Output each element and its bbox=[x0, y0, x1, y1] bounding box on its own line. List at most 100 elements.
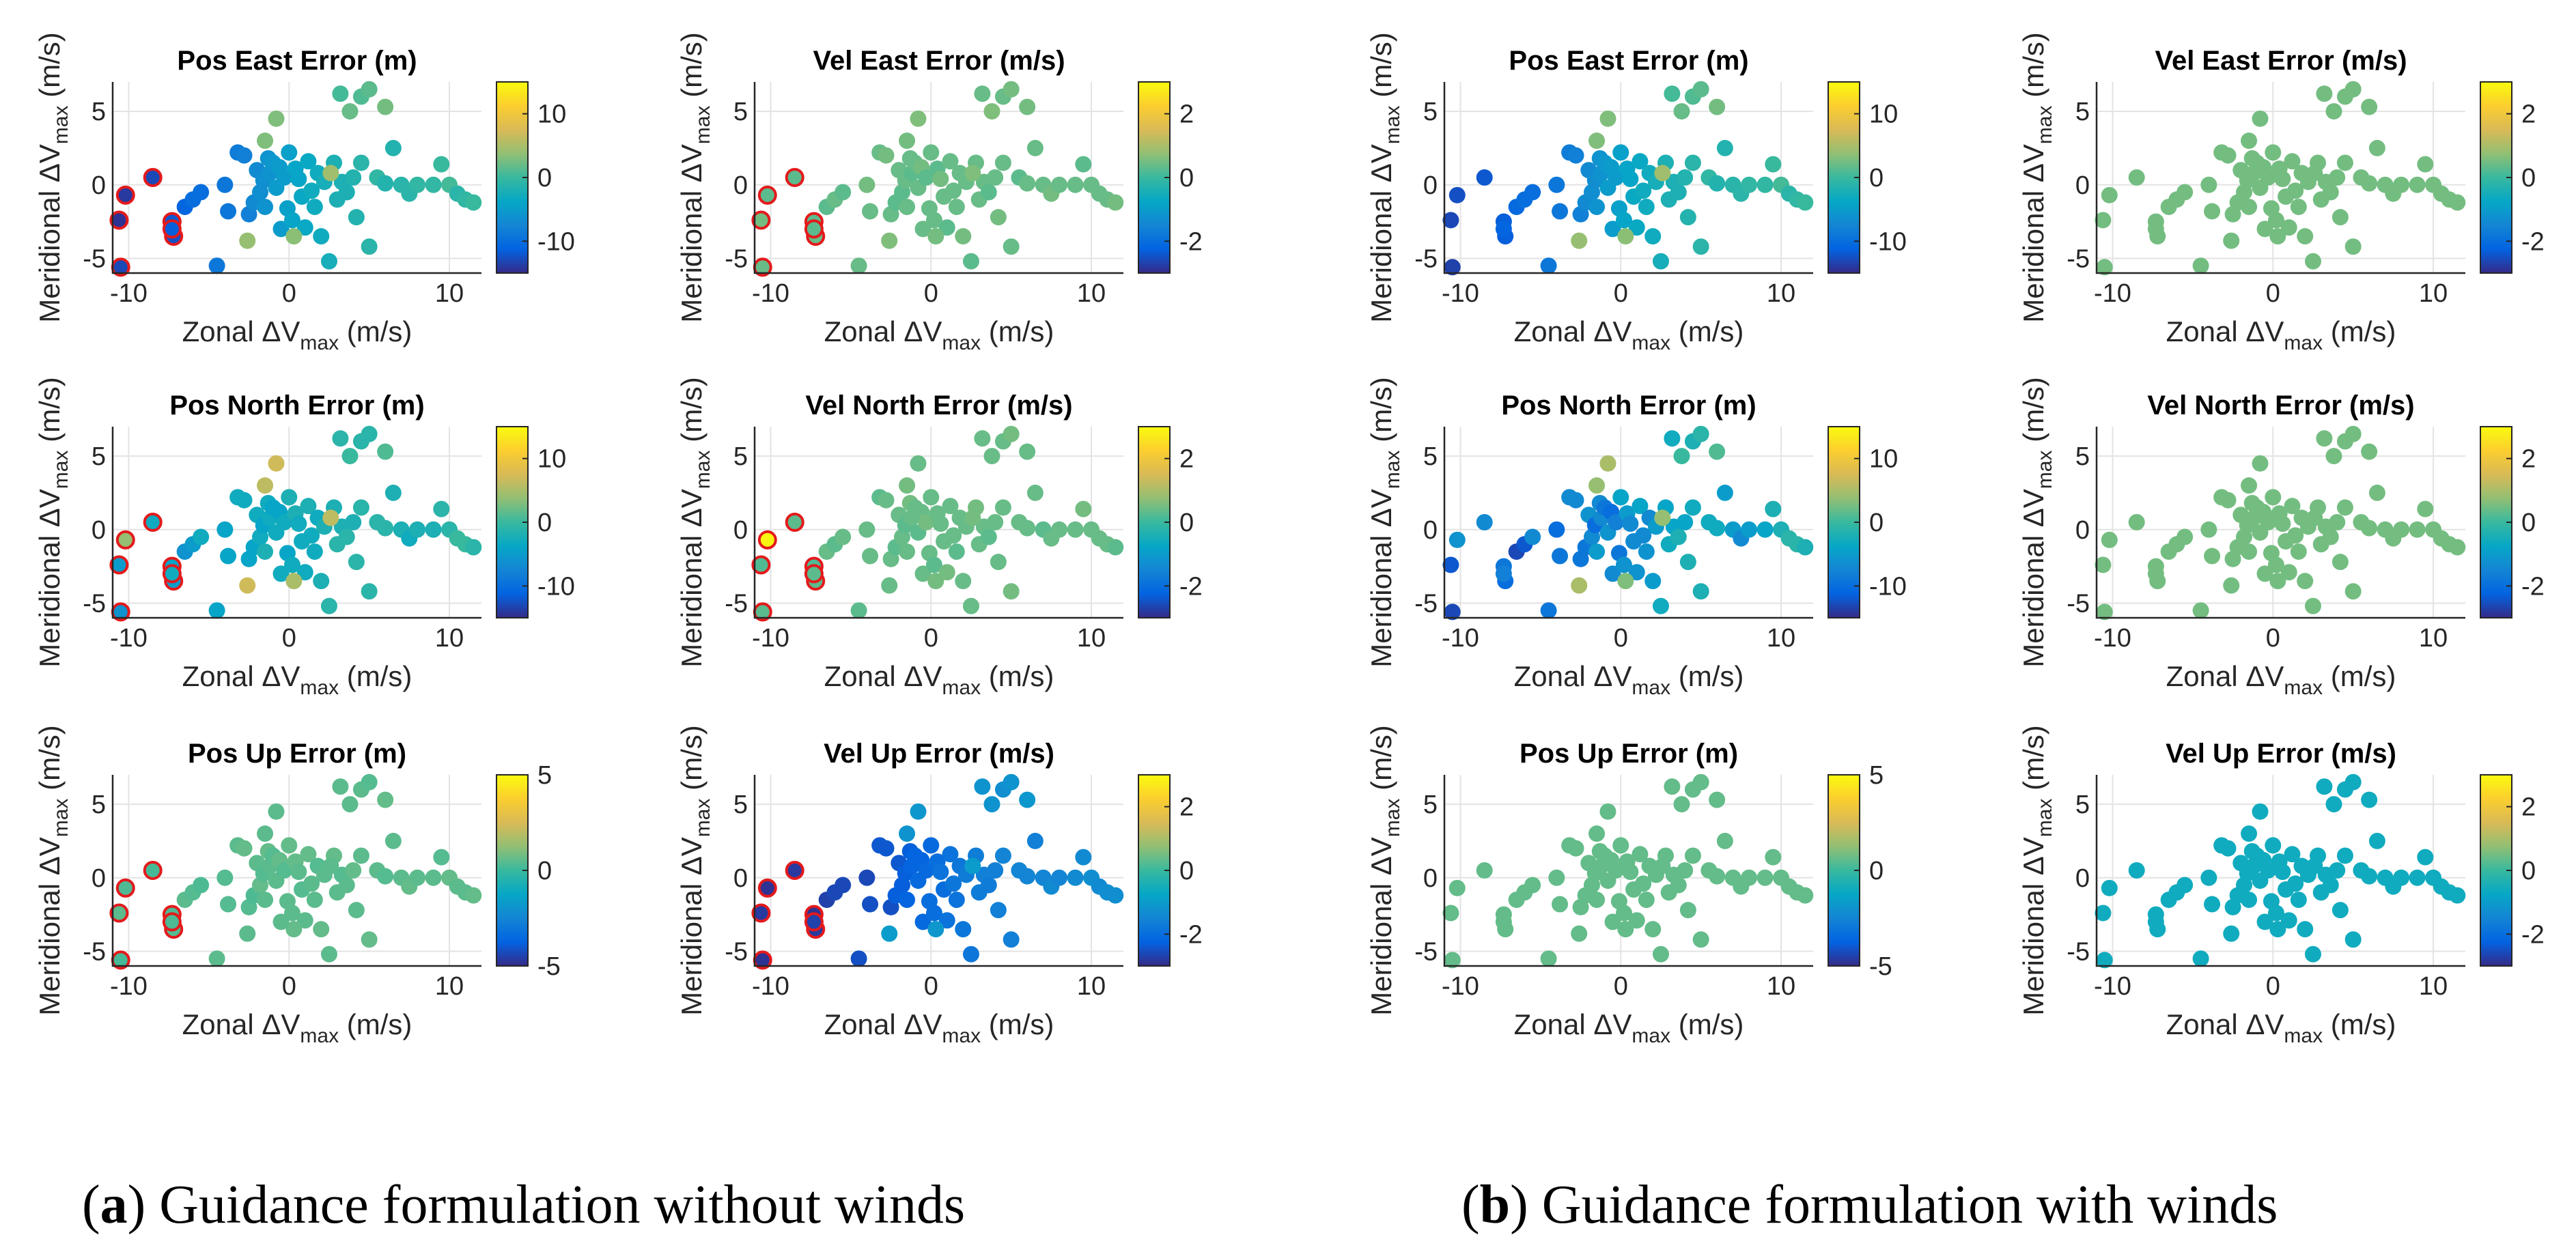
data-point bbox=[835, 528, 852, 545]
y-tick-label: 0 bbox=[2075, 171, 2090, 200]
data-point bbox=[300, 846, 317, 863]
x-tick-label: -10 bbox=[110, 624, 148, 653]
x-tick-label: 10 bbox=[435, 279, 464, 308]
data-point bbox=[283, 905, 300, 922]
data-point bbox=[927, 228, 944, 245]
axis-lines bbox=[1443, 82, 1813, 274]
data-point bbox=[2361, 175, 2378, 192]
colorbar-tick-label: -2 bbox=[1179, 227, 1203, 256]
data-point bbox=[1709, 98, 1726, 115]
data-point bbox=[1692, 425, 1709, 442]
x-tick-label: 10 bbox=[1077, 624, 1106, 653]
y-tick-label: 0 bbox=[2075, 864, 2090, 893]
highlighted-data-point bbox=[162, 219, 182, 239]
data-point bbox=[858, 176, 876, 193]
data-point bbox=[2096, 259, 2113, 276]
y-tick-label: 0 bbox=[733, 171, 748, 200]
data-point bbox=[296, 564, 313, 581]
y-tick-label: -5 bbox=[1414, 589, 1438, 618]
data-point bbox=[918, 169, 935, 186]
data-point bbox=[1495, 913, 1512, 930]
data-point bbox=[1588, 825, 1606, 842]
y-tick-label: 5 bbox=[92, 442, 106, 471]
colorbar-tick-label: 10 bbox=[537, 100, 566, 129]
data-point bbox=[2306, 857, 2323, 874]
y-axis-label: Meridional ΔVmax (m/s) bbox=[2017, 32, 2056, 322]
data-point bbox=[2344, 931, 2362, 948]
data-point bbox=[2200, 176, 2217, 193]
y-tick-label: 5 bbox=[1423, 442, 1438, 471]
data-point bbox=[300, 153, 317, 170]
data-point bbox=[352, 499, 369, 516]
data-point bbox=[332, 430, 349, 447]
data-point bbox=[2332, 902, 2349, 919]
data-point bbox=[914, 913, 932, 930]
data-point bbox=[914, 565, 932, 582]
y-tick-label: 5 bbox=[2075, 442, 2090, 471]
data-point bbox=[283, 212, 300, 229]
data-point bbox=[862, 203, 879, 220]
data-point bbox=[1632, 498, 1649, 515]
data-point bbox=[306, 543, 323, 560]
data-point bbox=[285, 228, 303, 245]
highlighted-data-point bbox=[143, 861, 163, 880]
y-tick-label: 5 bbox=[1423, 98, 1438, 126]
data-point bbox=[2409, 869, 2426, 886]
data-point bbox=[962, 945, 979, 963]
data-point bbox=[341, 103, 359, 120]
data-point bbox=[236, 492, 253, 509]
data-point bbox=[281, 489, 298, 506]
panel-title: Vel East Error (m/s) bbox=[813, 46, 1065, 76]
data-point bbox=[2267, 905, 2284, 922]
x-tick-label: -10 bbox=[110, 972, 148, 1001]
data-point bbox=[1599, 803, 1616, 820]
data-point bbox=[257, 199, 274, 216]
x-tick-label: 10 bbox=[1077, 279, 1106, 308]
data-point bbox=[361, 931, 378, 948]
data-point bbox=[1709, 791, 1726, 808]
axis-lines bbox=[753, 82, 1123, 274]
data-point bbox=[994, 154, 1011, 171]
highlighted-data-point bbox=[143, 168, 163, 187]
data-point bbox=[1638, 543, 1655, 560]
data-point bbox=[236, 147, 253, 164]
highlighted-data-point bbox=[757, 185, 777, 205]
data-point bbox=[384, 832, 402, 849]
y-axis-label: Meridional ΔVmax (m/s) bbox=[1365, 32, 1404, 322]
data-point bbox=[384, 484, 402, 501]
highlighted-data-point bbox=[162, 912, 182, 932]
colorbar-tick-label: -10 bbox=[1869, 572, 1907, 601]
colorbar-tick-label: 2 bbox=[2521, 445, 2536, 474]
data-point bbox=[927, 573, 944, 590]
data-point bbox=[1652, 945, 1669, 963]
data-point bbox=[2176, 877, 2194, 894]
data-point bbox=[257, 132, 274, 150]
data-point bbox=[276, 169, 293, 186]
highlighted-data-point bbox=[785, 513, 804, 532]
y-tick-label: 5 bbox=[2075, 98, 2090, 126]
data-point bbox=[193, 877, 210, 894]
panel-b-vel-north-error-m-s: -10 0 10 -5 0 5 Vel North Error (m/s) Zonal ΔVm… bbox=[2017, 377, 2545, 699]
data-point bbox=[2368, 139, 2385, 156]
data-point bbox=[994, 847, 1011, 864]
data-point bbox=[1679, 209, 1696, 226]
data-point bbox=[987, 514, 1004, 530]
data-point bbox=[2329, 862, 2346, 879]
data-point bbox=[2344, 773, 2362, 791]
data-point bbox=[338, 184, 355, 201]
data-point bbox=[983, 448, 1000, 465]
data-point bbox=[320, 945, 337, 963]
data-point bbox=[2096, 603, 2113, 621]
data-point bbox=[2252, 803, 2269, 820]
panel-b-pos-up-error-m: -10 0 10 -5 0 5 Pos Up Error (m) Zonal ΔVmax (m… bbox=[1365, 725, 1892, 1047]
colorbar-tick-label: -10 bbox=[537, 227, 575, 256]
x-tick-label: 10 bbox=[1767, 972, 1795, 1001]
data-point bbox=[2325, 796, 2342, 813]
highlighted-data-point bbox=[757, 878, 777, 898]
colorbar-tick-label: -10 bbox=[537, 572, 575, 601]
data-point bbox=[945, 527, 962, 544]
data-point bbox=[2344, 238, 2362, 255]
y-tick-label: 0 bbox=[1423, 171, 1438, 200]
data-point bbox=[945, 182, 962, 199]
data-point bbox=[899, 477, 916, 494]
